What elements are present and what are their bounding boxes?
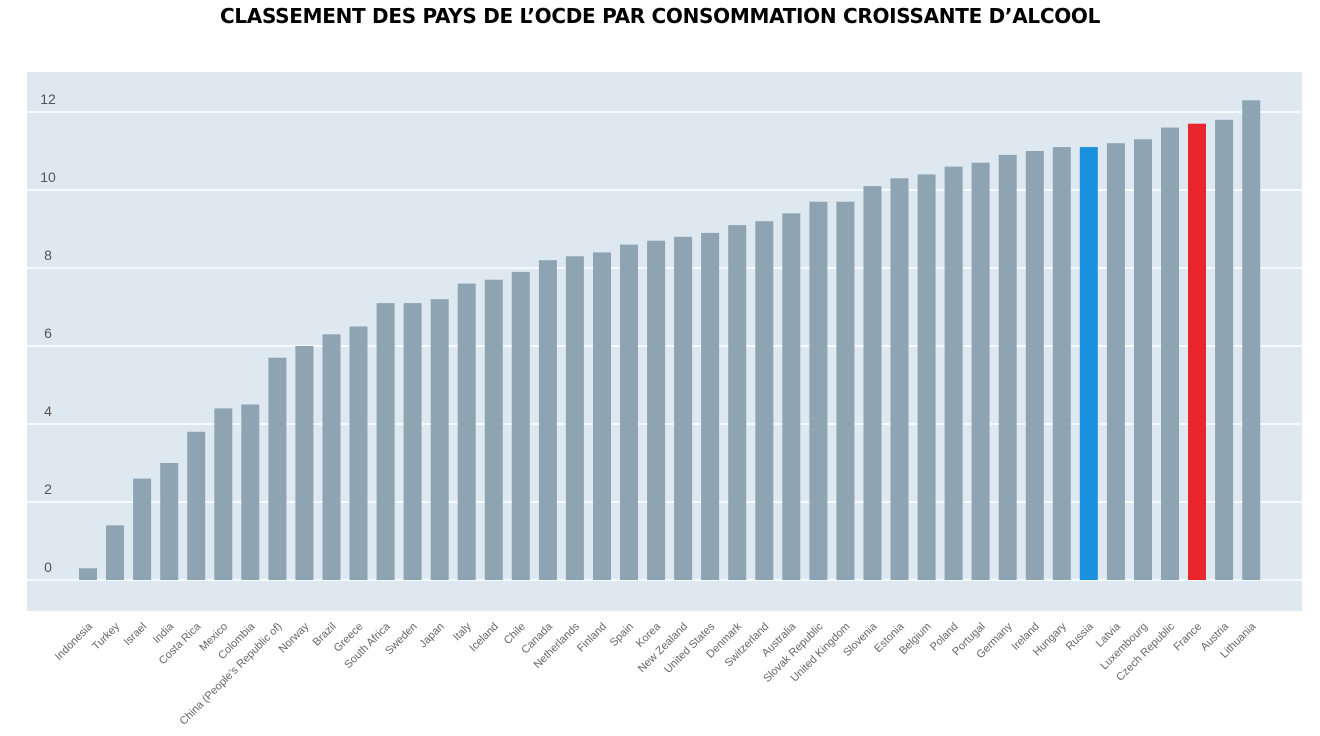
bar-mexico [214, 408, 233, 580]
bar-colombia [241, 404, 260, 580]
bar-poland [944, 166, 963, 580]
bar-australia [782, 213, 801, 580]
bar-portugal [971, 162, 990, 580]
bar-israel [133, 478, 152, 580]
bar-hungary [1052, 147, 1071, 580]
y-tick-label: 2 [44, 481, 52, 497]
y-tick-label: 12 [40, 91, 56, 107]
y-tick-label: 10 [40, 169, 56, 185]
x-tick-label: Israel [122, 621, 150, 649]
bar-italy [457, 283, 476, 580]
x-tick-label: Russia [1064, 620, 1097, 653]
bar-russia [1079, 147, 1098, 580]
bar-canada [538, 260, 557, 580]
bar-china-people-s-republic-of [268, 357, 287, 580]
bar-estonia [890, 178, 909, 581]
x-tick-label: Japan [417, 621, 447, 651]
y-axis-ticks: 0 2 4 6 8 10 12 [40, 91, 56, 575]
bar-finland [593, 252, 611, 580]
y-tick-label: 8 [44, 247, 52, 263]
x-tick-label: France [1171, 621, 1204, 654]
chart-title: CLASSEMENT DES PAYS DE L’OCDE PAR CONSOM… [219, 4, 1101, 28]
bar-chile [511, 271, 530, 580]
bar-united-kingdom [836, 201, 855, 580]
bar-slovak-republic [809, 201, 828, 580]
bar-belgium [917, 174, 936, 580]
bar-switzerland [755, 221, 774, 580]
bar-luxembourg [1134, 139, 1152, 581]
bar-japan [430, 299, 449, 580]
bar-india [160, 463, 179, 580]
bar-latvia [1106, 143, 1125, 580]
x-tick-label: Norway [277, 620, 312, 655]
bar-czech-republic [1161, 127, 1179, 580]
bar-ireland [1025, 151, 1044, 580]
bar-slovenia [863, 186, 882, 580]
bar-indonesia [79, 568, 97, 580]
bar-turkey [106, 525, 124, 580]
bar-spain [620, 244, 638, 580]
x-tick-label: Finland [575, 621, 609, 655]
bar-austria [1215, 119, 1234, 581]
x-tick-label: Spain [608, 621, 636, 649]
bar-sweden [403, 303, 422, 580]
bar-denmark [728, 225, 747, 580]
y-tick-label: 4 [44, 403, 52, 419]
bar-lithuania [1242, 100, 1261, 581]
x-tick-label: Iceland [467, 621, 501, 655]
bar-costa-rica [187, 431, 206, 580]
bar-south-africa [376, 303, 395, 580]
bar-greece [349, 326, 368, 580]
bar-norway [295, 346, 314, 580]
bar-new-zealand [674, 236, 693, 581]
bar-brazil [322, 334, 341, 580]
y-tick-label: 0 [44, 559, 52, 575]
bar-germany [998, 154, 1017, 580]
bar-korea [647, 240, 666, 580]
bar-france [1188, 123, 1206, 580]
x-tick-label: Italy [451, 620, 474, 643]
x-tick-label: Indonesia [53, 620, 96, 663]
y-tick-label: 6 [44, 325, 52, 341]
bar-iceland [484, 279, 503, 580]
bar-netherlands [565, 256, 584, 580]
bar-united-states [701, 232, 720, 580]
bars [79, 100, 1261, 581]
x-tick-label: Turkey [90, 620, 122, 652]
